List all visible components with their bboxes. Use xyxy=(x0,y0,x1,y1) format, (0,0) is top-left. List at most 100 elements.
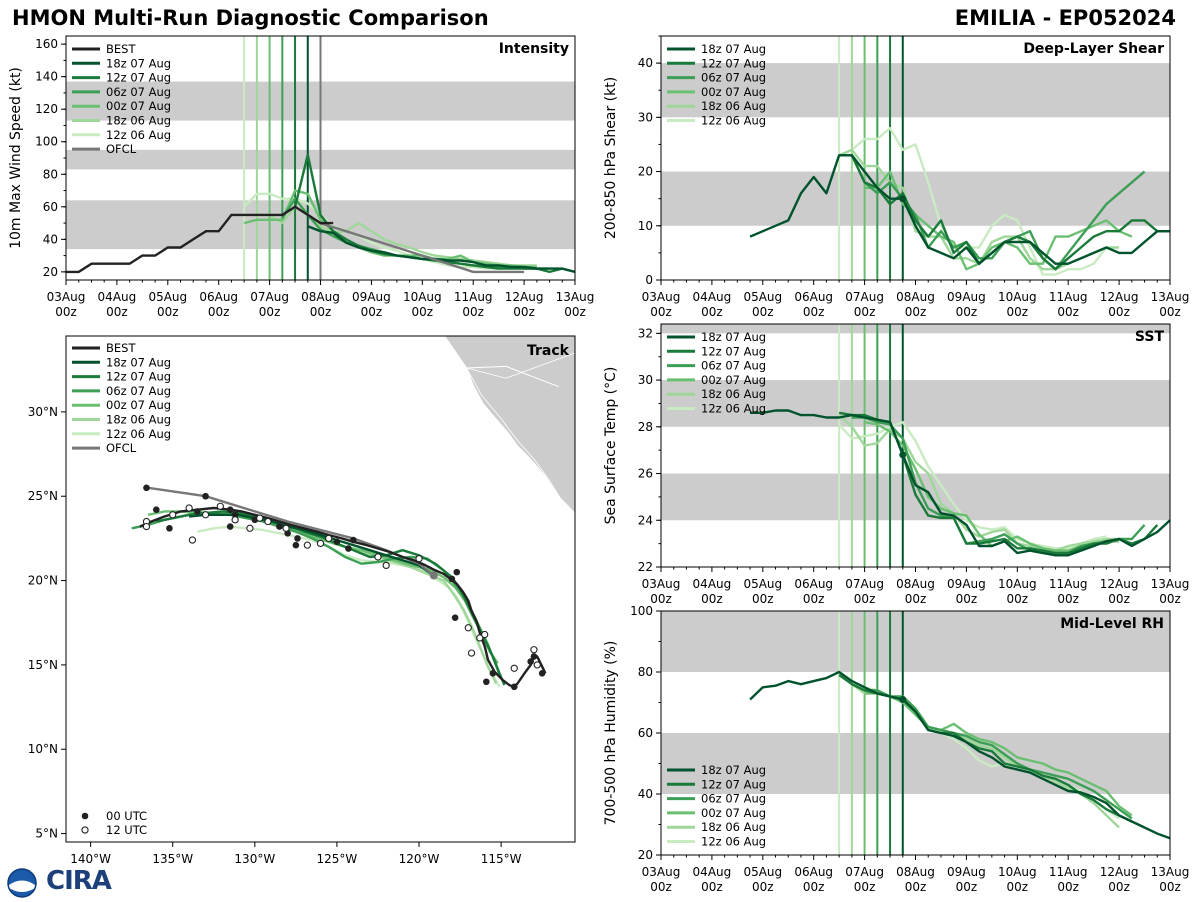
shear-legend-label: 18z 06 Aug xyxy=(701,99,766,113)
intensity-ylabel: 10m Max Wind Speed (kt) xyxy=(8,67,24,249)
sst-xtick-hour: 00z xyxy=(701,592,723,606)
sst-xtick-hour: 00z xyxy=(905,592,927,606)
shear-xtick-hour: 00z xyxy=(752,305,774,319)
sst-xtick-label: 05Aug xyxy=(743,577,782,591)
sst-xtick-label: 12Aug xyxy=(1100,577,1139,591)
track-point-12utc xyxy=(481,630,489,639)
rh-xtick-label: 04Aug xyxy=(693,865,732,879)
sst-legend-label: 18z 07 Aug xyxy=(701,330,766,344)
sst-ytick-label: 28 xyxy=(638,420,653,434)
sst-xtick-hour: 00z xyxy=(1007,592,1029,606)
track-legend-label: 18z 06 Aug xyxy=(106,413,171,427)
rh-xtick-hour: 00z xyxy=(1057,880,1079,894)
sst-ytick-label: 32 xyxy=(638,326,653,340)
intensity-xtick-label: 04Aug xyxy=(98,290,137,304)
figure-title: HMON Multi-Run Diagnostic Comparison xyxy=(12,6,489,30)
track-point-12utc xyxy=(231,516,239,524)
track-legend-label: 18z 07 Aug xyxy=(106,355,171,369)
rh-ytick-label: 100 xyxy=(630,604,653,618)
shear-xtick-hour: 00z xyxy=(1108,305,1130,319)
track-point-00utc xyxy=(350,536,357,544)
rh-xtick-hour: 00z xyxy=(752,880,774,894)
marker-legend-label: 00 UTC xyxy=(106,809,147,823)
track-point-00utc xyxy=(483,678,490,686)
intensity-xtick-hour: 00z xyxy=(310,305,332,319)
rh-legend-label: 06z 07 Aug xyxy=(701,792,766,806)
intensity-xtick-label: 10Aug xyxy=(403,290,442,304)
best-track-line xyxy=(66,205,334,274)
track-point-00utc xyxy=(153,506,160,514)
track-point-12utc xyxy=(467,649,476,657)
shear-xtick-hour: 00z xyxy=(650,305,672,319)
shear-xtick-label: 12Aug xyxy=(1100,290,1139,304)
track-xtick-label: 135°W xyxy=(152,852,193,866)
intensity-xtick-label: 08Aug xyxy=(301,290,340,304)
intensity-legend-label: OFCL xyxy=(106,142,137,156)
marker-legend-12utc xyxy=(81,826,89,834)
intensity-xtick-label: 05Aug xyxy=(148,290,187,304)
intensity-ytick-label: 40 xyxy=(43,232,58,246)
shear-ytick-label: 40 xyxy=(638,56,653,70)
sst-series-line xyxy=(750,409,1171,557)
track-ytick-label: 15°N xyxy=(28,658,58,672)
track-point-12utc xyxy=(142,522,151,531)
intensity-series-line xyxy=(307,225,576,274)
track-point-00utc xyxy=(166,524,173,532)
shear-xtick-label: 10Aug xyxy=(998,290,1037,304)
intensity-panel: 2040608010012014016003Aug00z04Aug00z05Au… xyxy=(8,35,594,319)
rh-legend-label: 12z 06 Aug xyxy=(701,835,766,849)
rh-point xyxy=(899,695,907,703)
sst-xtick-label: 07Aug xyxy=(845,577,884,591)
sst-legend-label: 12z 07 Aug xyxy=(701,344,766,358)
intensity-ytick-label: 80 xyxy=(43,167,58,181)
noaa-seal-icon xyxy=(7,868,37,898)
baja-peninsula xyxy=(465,352,575,514)
rh-xtick-hour: 00z xyxy=(650,880,672,894)
intensity-xtick-label: 12Aug xyxy=(505,290,544,304)
shear-xtick-hour: 00z xyxy=(803,305,825,319)
sst-legend-label: 00z 07 Aug xyxy=(701,373,766,387)
track-point-00utc xyxy=(202,492,209,500)
shear-ylabel: 200-850 hPa Shear (kt) xyxy=(603,77,619,239)
intensity-ytick-label: 140 xyxy=(35,70,58,84)
rh-ytick-label: 80 xyxy=(638,665,653,679)
sst-xtick-label: 04Aug xyxy=(693,577,732,591)
intensity-ytick-label: 100 xyxy=(35,135,58,149)
rh-xtick-hour: 00z xyxy=(956,880,978,894)
shear-xtick-hour: 00z xyxy=(1057,305,1079,319)
shear-xtick-hour: 00z xyxy=(956,305,978,319)
intensity-xtick-hour: 00z xyxy=(361,305,383,319)
track-legend-label: 12z 06 Aug xyxy=(106,427,171,441)
rh-series-line xyxy=(864,692,1133,817)
track-point-12utc xyxy=(533,661,541,669)
track-point-12utc xyxy=(464,624,472,632)
intensity-xtick-label: 07Aug xyxy=(250,290,289,304)
rh-xtick-hour: 00z xyxy=(1108,880,1130,894)
intensity-legend-label: 12z 07 Aug xyxy=(106,71,171,85)
sst-legend-label: 18z 06 Aug xyxy=(701,387,766,401)
track-point-12utc xyxy=(303,541,312,549)
track-point-00utc xyxy=(448,575,456,583)
shear-xtick-label: 08Aug xyxy=(896,290,935,304)
track-point-00utc xyxy=(292,541,300,549)
shear-xtick-label: 13Aug xyxy=(1151,290,1190,304)
sst-xtick-label: 09Aug xyxy=(947,577,986,591)
shear-series-line xyxy=(749,154,1170,265)
track-point-12utc xyxy=(382,561,390,570)
sst-xtick-label: 06Aug xyxy=(794,577,833,591)
track-point-12utc xyxy=(325,534,333,543)
shear-panel: 01020304003Aug00z04Aug00z05Aug00z06Aug00… xyxy=(603,35,1190,319)
intensity-xtick-label: 11Aug xyxy=(454,290,493,304)
rh-panel: 2040608010003Aug00z04Aug00z05Aug00z06Aug… xyxy=(603,604,1189,894)
track-point-00utc xyxy=(527,658,534,665)
rh-xtick-label: 13Aug xyxy=(1151,865,1190,879)
rh-xtick-label: 07Aug xyxy=(845,865,884,879)
cira-logo: CIRA xyxy=(4,866,114,898)
sst-xtick-label: 11Aug xyxy=(1049,577,1088,591)
sst-ylabel: Sea Surface Temp (°C) xyxy=(603,367,619,525)
sst-xtick-hour: 00z xyxy=(1159,592,1181,606)
rh-xtick-hour: 00z xyxy=(803,880,825,894)
track-point-12utc xyxy=(510,664,518,672)
shear-legend-label: 12z 06 Aug xyxy=(701,114,766,128)
